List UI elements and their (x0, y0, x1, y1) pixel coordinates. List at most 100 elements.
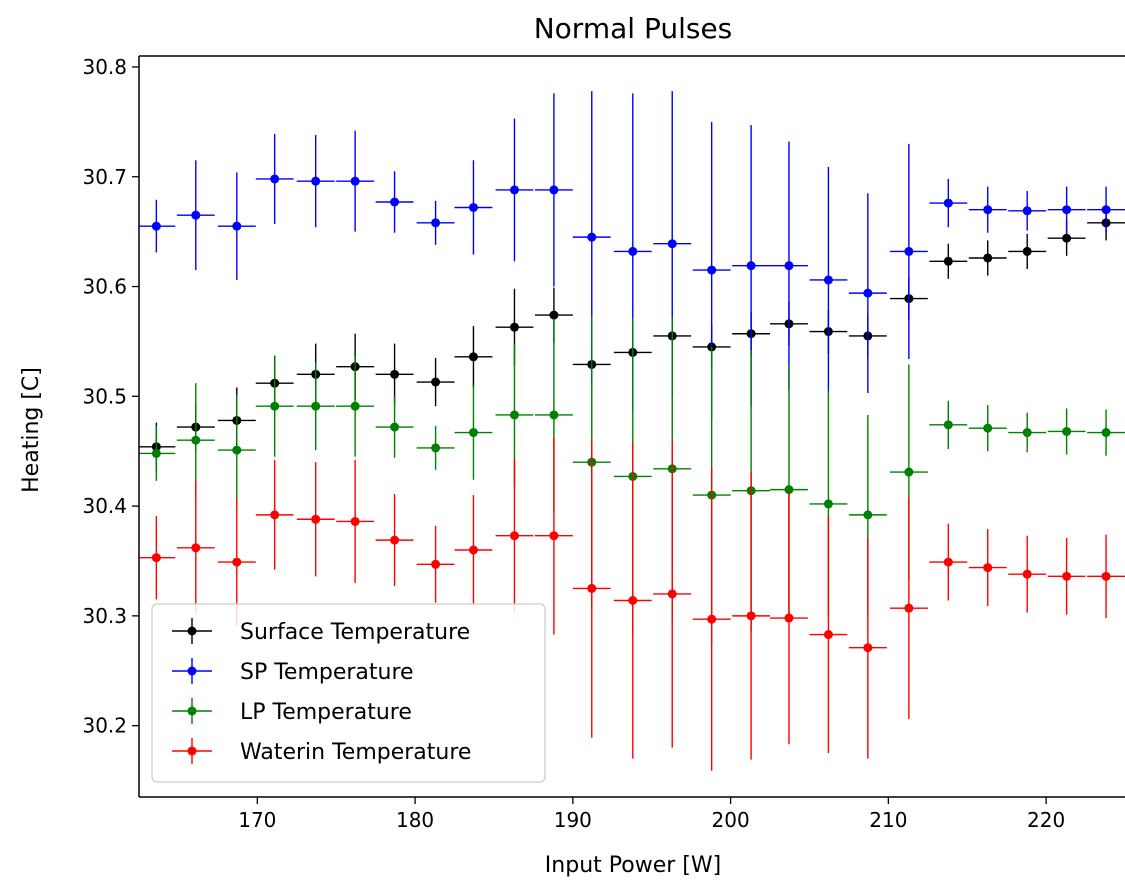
data-point (232, 445, 242, 455)
x-tick-label: 180 (396, 808, 434, 832)
y-tick-label: 30.7 (82, 165, 127, 189)
legend-label: Surface Temperature (240, 620, 470, 645)
data-point (509, 322, 519, 332)
y-tick-label: 30.2 (82, 714, 127, 738)
data-point (983, 423, 993, 433)
data-point (667, 589, 677, 599)
data-point (431, 377, 441, 387)
data-point (390, 535, 400, 545)
data-point (863, 643, 873, 653)
data-point (311, 514, 321, 524)
data-point (943, 256, 953, 266)
data-point (191, 543, 201, 553)
legend-item-2: SP Temperature (172, 658, 414, 685)
data-point (431, 559, 441, 569)
data-point (587, 583, 597, 593)
data-point (549, 310, 559, 320)
data-point (270, 510, 280, 520)
y-axis-label: Heating [C] (19, 367, 44, 493)
legend-item-1: Surface Temperature (172, 618, 470, 645)
data-point (943, 557, 953, 567)
data-point (983, 253, 993, 263)
series-1 (139, 205, 1125, 471)
data-point (468, 202, 478, 212)
data-point (350, 401, 360, 411)
legend-frame (151, 603, 546, 783)
data-point (1062, 571, 1072, 581)
data-point (390, 422, 400, 432)
data-point (943, 420, 953, 430)
data-point (311, 401, 321, 411)
data-point (707, 265, 717, 275)
data-point (1101, 205, 1111, 215)
y-tick-label: 30.3 (82, 604, 127, 628)
data-point (1062, 426, 1072, 436)
data-point (350, 176, 360, 186)
data-point (549, 531, 559, 541)
data-point (431, 443, 441, 453)
data-point (232, 221, 242, 231)
data-point (1022, 569, 1032, 579)
x-tick-label: 170 (238, 808, 276, 832)
data-point (904, 603, 914, 613)
legend-item-4: Waterin Temperature (172, 738, 471, 765)
x-tick-label: 210 (869, 808, 907, 832)
data-point (823, 630, 833, 640)
data-point (191, 435, 201, 445)
y-tick-label: 30.5 (82, 384, 127, 408)
legend-marker (187, 746, 197, 756)
data-point (1022, 206, 1032, 216)
data-point (587, 232, 597, 242)
data-point (350, 516, 360, 526)
series-2 (139, 91, 1125, 419)
legend-label: SP Temperature (240, 660, 414, 685)
data-point (311, 176, 321, 186)
data-point (468, 352, 478, 362)
data-point (983, 205, 993, 215)
legend-item-3: LP Temperature (172, 698, 412, 725)
data-point (904, 246, 914, 256)
series-3 (139, 316, 1125, 644)
x-tick-label: 220 (1027, 808, 1065, 832)
data-point (1022, 428, 1032, 438)
data-point (784, 613, 794, 623)
data-point (151, 448, 161, 458)
data-point (549, 410, 559, 420)
data-point (746, 611, 756, 621)
y-tick-label: 30.6 (82, 275, 127, 299)
data-point (270, 401, 280, 411)
data-point (270, 174, 280, 184)
y-axis-ticks: 30.2 30.3 30.4 30.5 30.6 30.7 30.8 (82, 55, 139, 738)
data-point (904, 467, 914, 477)
legend-marker (187, 706, 197, 716)
data-point (784, 261, 794, 271)
data-point (1062, 233, 1072, 243)
x-axis-label: Input Power [W] (545, 853, 721, 878)
legend-marker (187, 666, 197, 676)
data-point (628, 595, 638, 605)
data-point (784, 485, 794, 495)
plot-area (139, 91, 1125, 771)
data-point (1101, 428, 1111, 438)
data-point (151, 553, 161, 563)
chart-title: Normal Pulses (534, 12, 733, 45)
data-point (509, 410, 519, 420)
x-tick-label: 200 (712, 808, 750, 832)
data-point (628, 246, 638, 256)
legend: Surface Temperature SP Temperature LP Temp… (151, 603, 546, 783)
data-point (823, 499, 833, 509)
data-point (151, 221, 161, 231)
data-point (390, 369, 400, 379)
data-point (468, 545, 478, 555)
data-point (509, 185, 519, 195)
data-point (667, 239, 677, 249)
data-point (232, 557, 242, 567)
data-point (390, 197, 400, 207)
y-tick-label: 30.4 (82, 494, 127, 518)
data-point (1101, 571, 1111, 581)
data-point (1022, 246, 1032, 256)
data-point (943, 198, 953, 208)
x-axis-ticks: 170 180 190 200 210 220 (238, 797, 1065, 832)
data-point (1062, 205, 1072, 215)
